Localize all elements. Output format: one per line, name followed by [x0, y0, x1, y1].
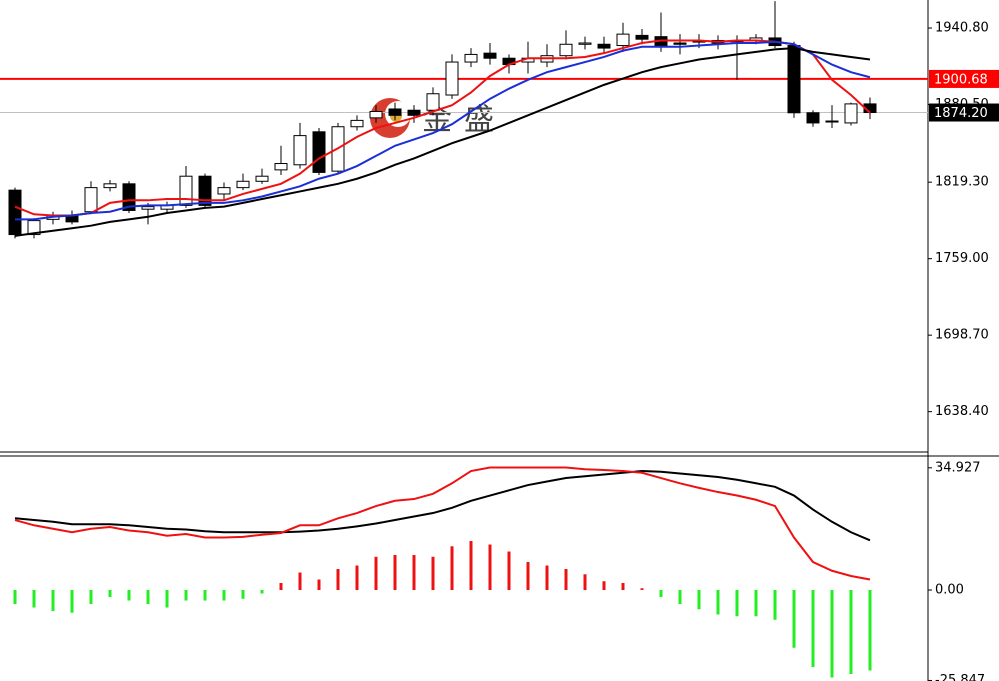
indicator-line [14, 470, 871, 542]
histogram-bar [488, 544, 492, 591]
histogram-bar [336, 569, 340, 591]
y-tick-label: 1759.00 [935, 251, 989, 266]
histogram-bar [412, 555, 416, 591]
histogram-bar [602, 581, 606, 591]
histogram-bar [241, 590, 245, 599]
candle-body [179, 175, 193, 206]
histogram-bar [735, 590, 739, 617]
price-label: 1874.20 [934, 106, 988, 121]
candle-body [198, 175, 212, 206]
histogram-bar [811, 590, 815, 668]
candle-body [844, 103, 858, 124]
histogram-bar [697, 590, 701, 610]
histogram-bar [678, 590, 682, 605]
candle-body [464, 53, 478, 63]
price-box [929, 103, 999, 122]
candle-body [388, 108, 402, 116]
candle-body [141, 206, 155, 210]
histogram-bar [868, 590, 872, 671]
histogram-bar [184, 590, 188, 601]
histogram-bar [526, 562, 530, 591]
histogram-bar [507, 551, 511, 591]
candle-body [483, 52, 497, 59]
price-box [929, 69, 999, 88]
histogram-bar [165, 590, 169, 608]
candle-body [217, 187, 231, 195]
histogram-bar [545, 565, 549, 591]
histogram-bar [222, 590, 226, 601]
y-tick-label: 1940.80 [935, 21, 989, 36]
y-tick-label: 34.927 [935, 460, 981, 475]
candle-body [8, 189, 22, 236]
candle-body [445, 61, 459, 96]
y-tick-label: 1638.40 [935, 404, 989, 419]
y-tick-label: -25.847 [935, 673, 985, 681]
histogram-bar [355, 565, 359, 591]
histogram-bar [564, 569, 568, 591]
candle-body [27, 220, 41, 236]
candle-body [616, 33, 630, 47]
histogram-bar [469, 541, 473, 591]
y-tick-label: 1819.30 [935, 175, 989, 190]
histogram-bar [773, 590, 777, 620]
histogram-bar [374, 556, 378, 591]
histogram-bar [279, 583, 283, 591]
histogram-bar [754, 590, 758, 617]
histogram-bar [89, 590, 93, 605]
indicator-line [14, 466, 871, 581]
indicator-line [14, 39, 871, 217]
candle-body [806, 112, 820, 124]
histogram-bar [621, 583, 625, 591]
candle-body [787, 45, 801, 114]
histogram-bar [317, 579, 321, 591]
histogram-bar [127, 590, 131, 601]
candle-body [673, 42, 687, 45]
histogram-bar [640, 588, 644, 591]
candle-body [578, 42, 592, 45]
histogram-bar [298, 572, 302, 591]
histogram-bar [51, 590, 55, 612]
candle-body [103, 183, 117, 189]
candle-body [312, 131, 326, 173]
candle-body [84, 187, 98, 213]
histogram-bar [32, 590, 36, 608]
histogram-bar [792, 590, 796, 648]
y-tick-label: 0.00 [935, 583, 964, 598]
histogram-bar [146, 590, 150, 605]
candle-body [293, 135, 307, 166]
histogram-bar [260, 590, 264, 594]
candle-body [559, 43, 573, 57]
candle-body [236, 180, 250, 189]
candle-body [255, 175, 269, 182]
histogram-bar [203, 590, 207, 601]
histogram-bar [583, 574, 587, 591]
candle-body [122, 183, 136, 211]
candle-body [426, 93, 440, 111]
candle-body [274, 163, 288, 171]
indicator-line [15, 40, 871, 221]
candle-body [350, 119, 364, 128]
candle-body [635, 34, 649, 40]
price-label: 1900.68 [934, 72, 988, 87]
histogram-bar [431, 556, 435, 591]
histogram-bar [849, 590, 853, 675]
candle-body [825, 120, 839, 123]
candle-body [597, 43, 611, 49]
histogram-bar [70, 590, 74, 613]
y-tick-label: 1698.70 [935, 328, 989, 343]
indicator-line [14, 47, 871, 237]
candle-body [369, 111, 383, 119]
histogram-bar [13, 590, 17, 605]
histogram-bar [659, 590, 663, 598]
histogram-bar [108, 590, 112, 598]
histogram-bar [830, 590, 834, 678]
candle-body [407, 109, 421, 116]
histogram-bar [450, 546, 454, 591]
histogram-bar [716, 590, 720, 615]
histogram-bar [393, 555, 397, 591]
